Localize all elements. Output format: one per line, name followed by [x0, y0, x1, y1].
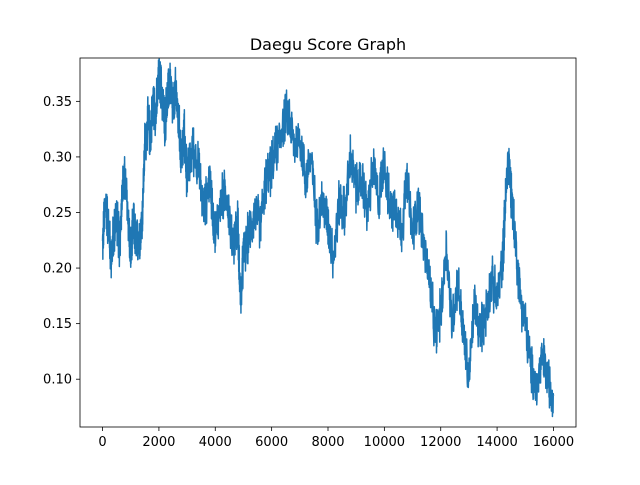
y-tick-label: 0.20: [43, 262, 72, 277]
y-tick-label: 0.35: [43, 95, 72, 110]
x-tick-label: 0: [98, 435, 106, 450]
x-tick-label: 12000: [420, 435, 461, 450]
x-tick-label: 2000: [142, 435, 175, 450]
y-tick-label: 0.30: [43, 150, 72, 165]
series-line-0: [101, 58, 555, 418]
x-tick-label: 4000: [199, 435, 232, 450]
y-tick-label: 0.25: [43, 206, 72, 221]
y-tick-label: 0.15: [43, 317, 72, 332]
x-tick-label: 14000: [476, 435, 517, 450]
chart-title: Daegu Score Graph: [250, 35, 406, 54]
y-tick-label: 0.10: [43, 373, 72, 388]
x-tick-label: 8000: [311, 435, 344, 450]
x-tick-label: 10000: [364, 435, 405, 450]
plot-area: 0 2000 4000 6000 8000 10000 12000 14000 16000 0.1…: [43, 57, 577, 450]
x-tick-label: 6000: [255, 435, 288, 450]
x-tick-label: 16000: [533, 435, 574, 450]
